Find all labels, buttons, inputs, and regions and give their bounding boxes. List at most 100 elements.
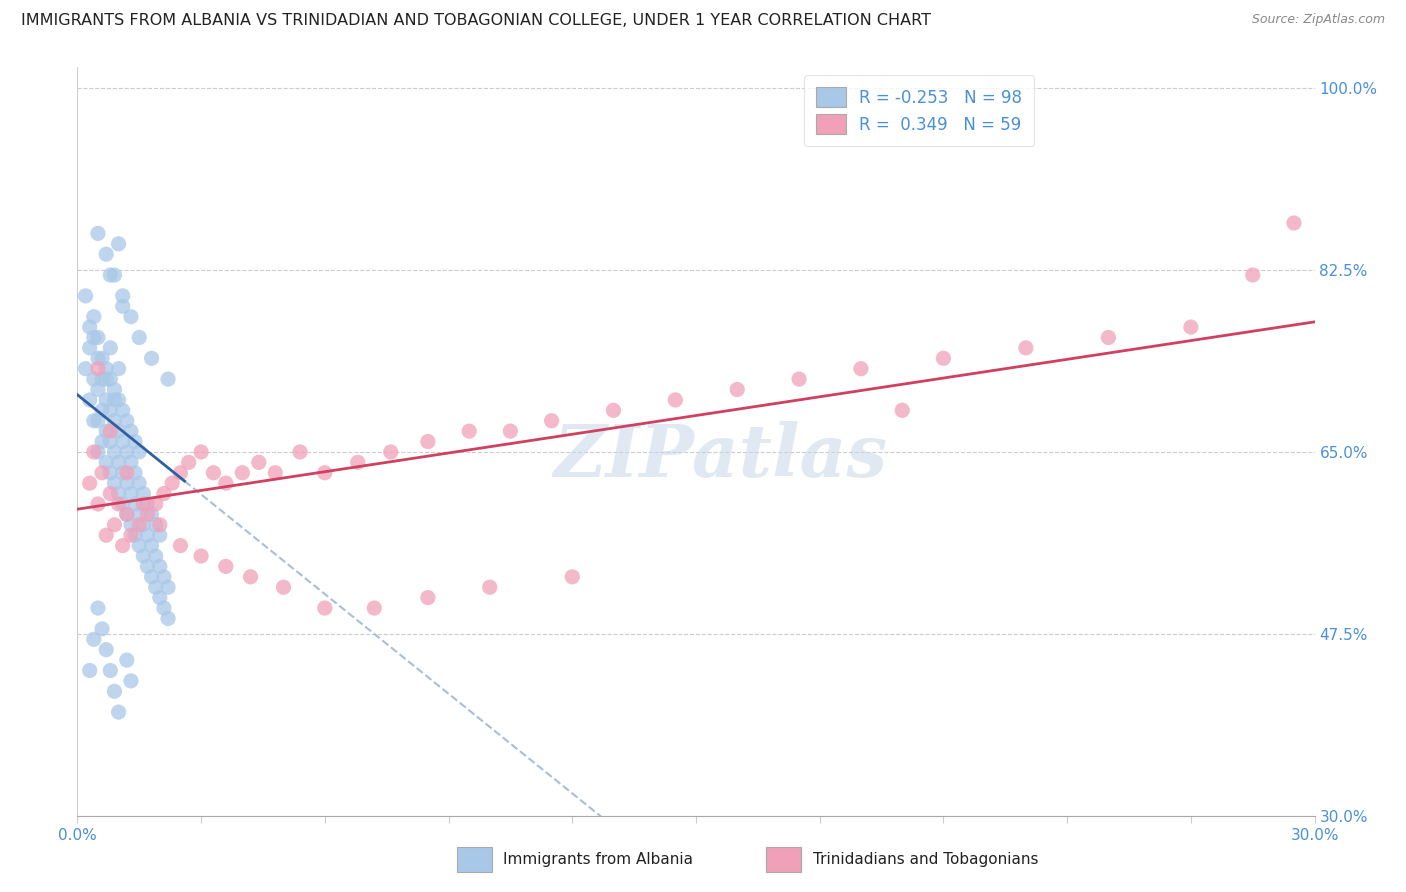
Point xyxy=(136,497,159,511)
Point xyxy=(115,476,138,491)
Point xyxy=(120,486,142,500)
Point xyxy=(103,476,125,491)
Point xyxy=(91,466,114,480)
Point xyxy=(499,424,522,438)
Point xyxy=(111,434,134,449)
Point xyxy=(1097,330,1119,344)
Point xyxy=(91,372,114,386)
Point xyxy=(602,403,624,417)
Point xyxy=(120,673,142,688)
Point xyxy=(75,289,97,303)
Point xyxy=(107,392,129,407)
Point xyxy=(83,372,105,386)
Point xyxy=(202,466,225,480)
Point xyxy=(87,227,110,241)
Point xyxy=(87,414,110,428)
Point xyxy=(177,455,200,469)
Legend: R = -0.253   N = 98, R =  0.349   N = 59: R = -0.253 N = 98, R = 0.349 N = 59 xyxy=(804,75,1033,146)
Point xyxy=(169,539,191,553)
Point xyxy=(111,497,134,511)
Point xyxy=(96,455,118,469)
Point xyxy=(87,601,110,615)
Point xyxy=(247,455,270,469)
Point xyxy=(91,622,114,636)
Point xyxy=(153,486,176,500)
Point xyxy=(891,403,914,417)
Point xyxy=(103,414,125,428)
Point xyxy=(79,664,101,678)
Point xyxy=(107,497,129,511)
Point xyxy=(120,517,142,532)
Point xyxy=(91,351,114,366)
Point xyxy=(215,476,238,491)
Point xyxy=(87,383,110,397)
Point xyxy=(787,372,810,386)
Point xyxy=(190,549,212,563)
Point xyxy=(1282,216,1305,230)
Point xyxy=(153,570,176,584)
Point xyxy=(111,466,134,480)
Point xyxy=(478,580,501,594)
Point xyxy=(83,632,105,647)
Point xyxy=(98,466,121,480)
Point xyxy=(107,424,129,438)
Point xyxy=(98,268,121,282)
Point xyxy=(83,310,105,324)
Point xyxy=(87,361,110,376)
Point xyxy=(111,539,134,553)
Point xyxy=(107,455,129,469)
Point xyxy=(145,549,167,563)
Point xyxy=(1015,341,1038,355)
Point xyxy=(314,601,336,615)
Point xyxy=(288,445,311,459)
Point xyxy=(91,434,114,449)
Point xyxy=(380,445,402,459)
Point xyxy=(83,445,105,459)
Point xyxy=(79,341,101,355)
Point xyxy=(1241,268,1264,282)
Point xyxy=(124,434,146,449)
Point xyxy=(111,299,134,313)
Point xyxy=(107,486,129,500)
Point xyxy=(96,372,118,386)
Point xyxy=(145,517,167,532)
Point xyxy=(115,508,138,522)
Point xyxy=(540,414,562,428)
Point xyxy=(416,591,439,605)
Point xyxy=(273,580,295,594)
Point xyxy=(107,705,129,719)
Point xyxy=(79,320,101,334)
Point xyxy=(346,455,368,469)
Point xyxy=(96,528,118,542)
Point xyxy=(87,497,110,511)
Point xyxy=(157,580,180,594)
Point xyxy=(87,351,110,366)
Point xyxy=(145,497,167,511)
Point xyxy=(107,361,129,376)
Point xyxy=(96,424,118,438)
Point xyxy=(96,247,118,261)
Text: ZIPatlas: ZIPatlas xyxy=(554,421,887,492)
Point xyxy=(128,508,150,522)
Point xyxy=(87,445,110,459)
Point xyxy=(128,330,150,344)
Text: Trinidadians and Tobagonians: Trinidadians and Tobagonians xyxy=(813,853,1038,867)
Text: IMMIGRANTS FROM ALBANIA VS TRINIDADIAN AND TOBAGONIAN COLLEGE, UNDER 1 YEAR CORR: IMMIGRANTS FROM ALBANIA VS TRINIDADIAN A… xyxy=(21,13,931,29)
Point xyxy=(136,508,159,522)
Point xyxy=(98,486,121,500)
Point xyxy=(98,372,121,386)
Point xyxy=(103,517,125,532)
Point xyxy=(149,559,172,574)
Point xyxy=(149,528,172,542)
Point xyxy=(120,310,142,324)
Point xyxy=(849,361,872,376)
Point xyxy=(141,570,163,584)
Point xyxy=(124,497,146,511)
Point xyxy=(458,424,481,438)
Point xyxy=(264,466,287,480)
Point xyxy=(128,445,150,459)
Point xyxy=(111,289,134,303)
Point xyxy=(103,392,125,407)
Point xyxy=(98,434,121,449)
Point xyxy=(190,445,212,459)
